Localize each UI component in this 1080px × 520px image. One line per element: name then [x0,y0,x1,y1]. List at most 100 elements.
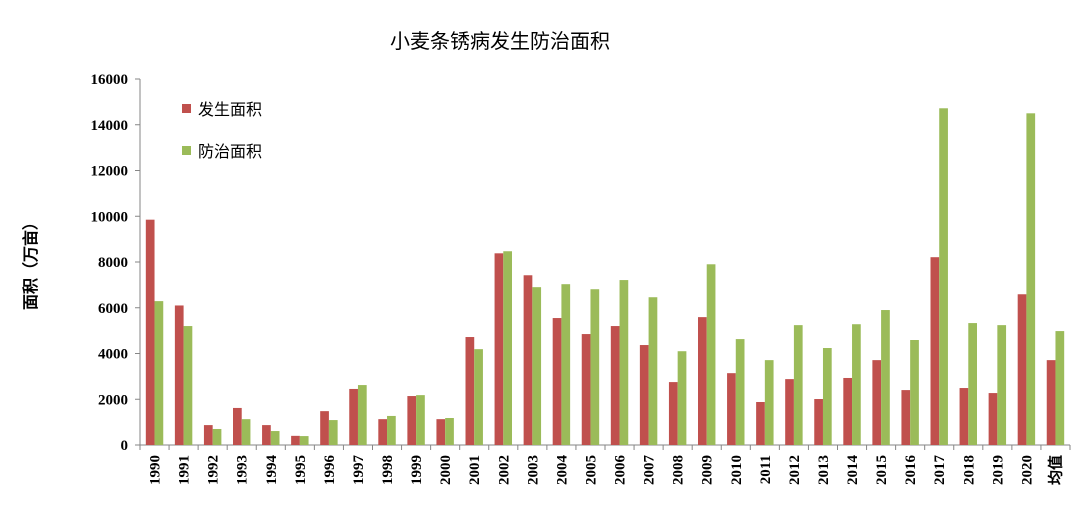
bar [785,379,794,445]
bar [320,411,329,445]
x-tick-label: 1992 [206,455,222,485]
x-tick-label: 2001 [467,455,483,485]
bar [959,388,969,445]
bar [910,340,919,445]
bar [552,318,562,445]
legend-swatch [182,104,191,113]
bar [145,219,155,445]
x-tick-label: 2002 [496,455,512,485]
x-tick-label: 1995 [293,455,309,485]
x-tick-label: 2019 [990,455,1006,485]
bar [262,425,271,445]
x-tick-label: 2014 [845,455,861,486]
bar [174,305,184,445]
bar [291,435,300,445]
bar [183,326,193,445]
bar [939,108,948,445]
bar [997,325,1007,445]
x-tick-label: 1990 [148,455,164,485]
bar [756,401,765,445]
x-tick-label: 2016 [903,455,919,486]
bar [793,325,803,445]
bar [561,284,571,445]
x-tick-label: 2006 [613,455,629,486]
bar [1026,113,1036,445]
bar [349,388,358,445]
bar [357,385,367,445]
bar [668,382,678,445]
y-tick-label: 12000 [91,164,129,180]
x-tick-label: 2004 [554,455,570,486]
x-tick-label: 2020 [1019,455,1035,485]
bar [387,415,396,445]
bar [436,419,446,445]
bar [1017,294,1027,445]
bar [233,407,242,445]
x-tick-label: 2012 [787,455,803,485]
bar [532,287,542,445]
bar [445,418,454,445]
bar [852,324,861,445]
bar [639,345,649,445]
y-tick-label: 4000 [98,347,128,363]
bar [677,351,687,445]
x-tick-label: 1998 [380,455,396,485]
bar [494,253,504,445]
bar [843,377,853,445]
bar [610,326,620,445]
x-tick-label: 2010 [729,455,745,485]
bar [1046,360,1056,445]
y-tick-label: 8000 [98,255,128,271]
bar [706,264,716,445]
bar [988,393,998,445]
chart-title: 小麦条锈病发生防治面积 [390,29,610,53]
x-tick-label: 2005 [583,455,599,485]
x-tick-label: 2017 [932,455,948,486]
bar [203,425,213,445]
bar [881,310,890,445]
bar [416,395,425,445]
y-tick-label: 16000 [91,72,129,88]
bar [328,420,338,445]
bar [523,275,533,445]
bar [735,339,745,445]
legend-label: 防治面积 [198,142,262,161]
y-tick-label: 2000 [98,392,128,408]
bar [930,257,940,445]
x-tick-label: 1994 [264,455,280,486]
x-tick-label: 1997 [351,455,367,486]
x-tick-label: 2011 [758,455,774,484]
x-tick-label: 2000 [438,455,454,485]
bar [822,348,832,445]
x-tick-label: 1993 [235,455,251,485]
y-tick-label: 14000 [91,118,129,134]
bar [154,301,164,445]
bar [968,323,977,445]
x-tick-label: 1991 [177,455,193,485]
y-axis-label: 面积（万亩） [21,214,40,310]
bar [299,436,309,445]
x-tick-label: 均值 [1046,455,1064,485]
bar [727,373,736,445]
x-tick-label: 2007 [642,455,658,486]
bar [241,419,251,445]
x-tick-label: 1996 [322,455,338,486]
legend-label: 发生面积 [198,100,262,119]
bar [814,399,823,445]
bar [901,390,911,445]
bar [590,289,600,445]
bar [581,334,591,445]
bar [872,360,882,445]
x-tick-label: 2013 [816,455,832,485]
bar [378,419,388,445]
x-tick-label: 2015 [874,455,890,485]
y-tick-label: 10000 [91,209,129,225]
x-tick-label: 2018 [961,455,977,485]
bar [648,297,658,445]
y-tick-label: 6000 [98,301,128,317]
bar [407,396,417,445]
x-tick-label: 1999 [409,455,425,485]
bar [474,349,483,445]
bar [465,337,475,445]
